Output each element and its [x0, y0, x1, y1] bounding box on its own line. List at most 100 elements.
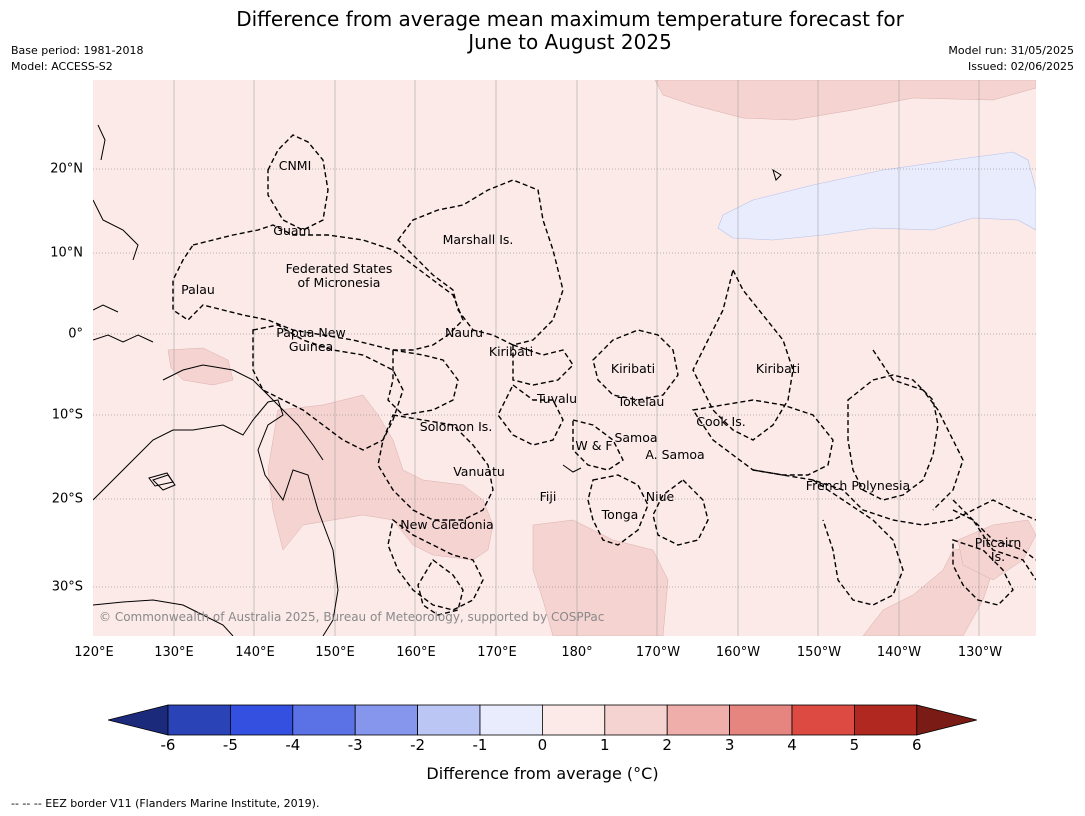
- lat-label: 20°N: [50, 161, 83, 177]
- colorbar-tick-label: -1: [472, 736, 488, 754]
- label-line: of Micronesia: [297, 275, 381, 290]
- eez-footnote: -- -- -- EEZ border V11 (Flanders Marine…: [11, 797, 320, 810]
- copyright-credit: © Commonwealth of Australia 2025, Bureau…: [99, 610, 605, 624]
- label-line: Pitcairn: [974, 535, 1022, 550]
- lon-label: 130°W: [957, 645, 1003, 660]
- colorbar-tick-label: -3: [347, 736, 363, 754]
- lon-label: 160°W: [715, 645, 761, 660]
- colorbar-tick-label: 0: [537, 736, 548, 754]
- lon-label: 120°E: [74, 645, 114, 660]
- colorbar-tick-label: 1: [600, 736, 610, 754]
- label-palau: Palau: [181, 282, 215, 297]
- cool-anomaly-north-pacific: [717, 151, 1036, 241]
- lon-label: 130°E: [154, 645, 194, 660]
- label-solomon-islands: Solomon Is.: [419, 419, 493, 434]
- colorbar-extend-high: [916, 704, 977, 736]
- warm-anomaly-coral-sea: [267, 394, 494, 561]
- label-kiribati-central: Kiribati: [610, 361, 656, 376]
- colorbar-label: Difference from average (°C): [426, 764, 659, 783]
- label-new-caledonia: New Caledonia: [400, 517, 494, 532]
- label-line: Is.: [990, 549, 1006, 564]
- label-guam: Guam: [273, 223, 311, 238]
- label-cnmi: CNMI: [278, 158, 312, 173]
- label-tuvalu: Tuvalu: [536, 391, 578, 406]
- label-pitcairn-islands: Pitcairn Is.: [975, 536, 1021, 564]
- lon-label: 140°W: [876, 645, 922, 660]
- title-line-1: Difference from average mean maximum tem…: [236, 7, 904, 31]
- colorbar-tick-label: -6: [160, 736, 176, 754]
- label-line: Federated States: [285, 261, 393, 276]
- colorbar-segment: [729, 704, 793, 736]
- colorbar-tick-label: -2: [410, 736, 426, 754]
- lon-label: 160°E: [396, 645, 436, 660]
- label-marshall-islands: Marshall Is.: [442, 232, 514, 247]
- colorbar-segment: [479, 704, 543, 736]
- label-french-polynesia: French Polynesia: [805, 478, 911, 493]
- latitude-lines: [93, 168, 1036, 588]
- label-fiji: Fiji: [539, 489, 557, 504]
- colorbar-segment: [791, 704, 855, 736]
- coastlines: [93, 124, 782, 636]
- label-cook-islands: Cook Is.: [696, 414, 746, 429]
- lon-label: 140°E: [235, 645, 275, 660]
- colorbar-segment: [230, 704, 294, 736]
- base-period: Base period: 1981-2018: [11, 44, 144, 57]
- label-line: Papua New: [276, 325, 346, 340]
- title-line-2: June to August 2025: [468, 30, 672, 54]
- colorbar-segment: [354, 704, 418, 736]
- lat-label: 10°S: [51, 407, 83, 423]
- label-vanuatu: Vanuatu: [453, 464, 505, 479]
- run-info: Model run: 31/05/2025 Issued: 02/06/2025: [948, 43, 1074, 75]
- colorbar-tick-label: 4: [787, 736, 797, 754]
- label-tonga: Tonga: [601, 507, 639, 522]
- lon-label: 180°: [561, 645, 593, 660]
- colorbar-segment: [167, 704, 231, 736]
- colorbar-tick-label: -4: [285, 736, 301, 754]
- lat-label: 20°S: [51, 491, 83, 507]
- model-run: Model run: 31/05/2025: [948, 44, 1074, 57]
- colorbar-segment: [541, 704, 606, 736]
- colorbar-extend-low: [108, 704, 169, 736]
- colorbar-tick-label: 5: [849, 736, 860, 754]
- lat-label: 30°S: [51, 579, 83, 595]
- colorbar-tick-label: 2: [662, 736, 672, 754]
- colorbar-segment: [604, 704, 668, 736]
- label-samoa: Samoa: [614, 430, 658, 445]
- lat-label: 10°N: [50, 245, 83, 261]
- map-title: Difference from average mean maximum tem…: [0, 8, 1085, 54]
- graticule: [173, 80, 980, 636]
- label-niue: Niue: [645, 489, 675, 504]
- lon-label: 170°W: [635, 645, 681, 660]
- label-wallis-futuna: W & F: [575, 438, 613, 453]
- colorbar: [108, 704, 977, 736]
- lon-label: 150°E: [315, 645, 355, 660]
- issued-date: Issued: 02/06/2025: [967, 60, 1074, 73]
- label-papua-new-guinea: Papua New Guinea: [276, 326, 345, 354]
- model-name: Model: ACCESS-S2: [11, 60, 113, 73]
- forecast-map: CNMI Guam Marshall Is. Federated States o…: [93, 80, 1036, 636]
- label-tokelau: Tokelau: [617, 394, 665, 409]
- map-canvas: [93, 80, 1036, 636]
- lon-label: 170°E: [477, 645, 517, 660]
- label-american-samoa: A. Samoa: [645, 447, 705, 462]
- colorbar-segment: [854, 704, 918, 736]
- lat-label: 0°: [68, 326, 83, 342]
- label-line: Guinea: [288, 339, 334, 354]
- colorbar-tick-label: 3: [724, 736, 735, 754]
- lon-label: 150°W: [796, 645, 842, 660]
- warm-anomaly-png: [167, 347, 234, 386]
- label-micronesia: Federated States of Micronesia: [286, 262, 393, 290]
- eez-borders: [172, 134, 1036, 616]
- warm-anomaly-north: [654, 80, 1036, 121]
- colorbar-segment: [666, 704, 731, 736]
- base-info: Base period: 1981-2018 Model: ACCESS-S2: [11, 43, 143, 75]
- label-nauru: Nauru: [445, 325, 483, 340]
- warm-anomaly-pitcairn: [957, 519, 1036, 581]
- colorbar-tick-label: 6: [912, 736, 922, 754]
- colorbar-tick-label: -5: [222, 736, 238, 754]
- label-kiribati-west: Kiribati: [488, 344, 534, 359]
- warm-anomaly-south: [532, 519, 669, 636]
- colorbar-segment: [292, 704, 356, 736]
- label-kiribati-east: Kiribati: [755, 361, 801, 376]
- colorbar-segment: [417, 704, 481, 736]
